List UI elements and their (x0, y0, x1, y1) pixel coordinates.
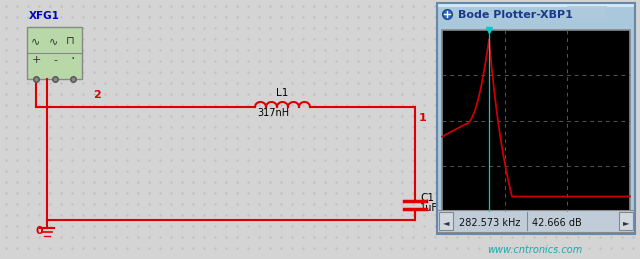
Text: ►: ► (623, 219, 629, 227)
Text: ∿: ∿ (31, 36, 41, 46)
Text: -: - (53, 55, 57, 65)
Text: 42.666 dB: 42.666 dB (532, 218, 582, 228)
Text: Bode Plotter-XBP1: Bode Plotter-XBP1 (458, 10, 573, 20)
Bar (27, 27, 82, 79)
Text: 0: 0 (35, 226, 43, 236)
Text: C1: C1 (420, 193, 434, 203)
Bar (437, 3, 635, 25)
Text: +: + (31, 55, 41, 65)
Bar (439, 212, 453, 230)
Text: 317nH: 317nH (257, 108, 289, 118)
Bar (619, 212, 633, 230)
Text: ⊓: ⊓ (66, 36, 74, 46)
Text: 2: 2 (93, 90, 100, 100)
Bar (437, 3, 635, 234)
Text: ∿: ∿ (48, 36, 58, 46)
Text: www.cntronics.com: www.cntronics.com (487, 245, 582, 255)
Text: ·: · (71, 52, 75, 66)
Bar (567, 6, 607, 20)
Text: ◄: ◄ (443, 219, 449, 227)
Text: XFG1: XFG1 (29, 11, 60, 21)
Text: 1uF: 1uF (420, 203, 438, 213)
Text: L1: L1 (276, 88, 289, 98)
Bar (437, 3, 635, 7)
Text: 1: 1 (419, 113, 427, 123)
Bar (442, 30, 630, 211)
Text: 282.573 kHz: 282.573 kHz (459, 218, 520, 228)
Bar (437, 25, 635, 234)
Bar (437, 210, 635, 232)
